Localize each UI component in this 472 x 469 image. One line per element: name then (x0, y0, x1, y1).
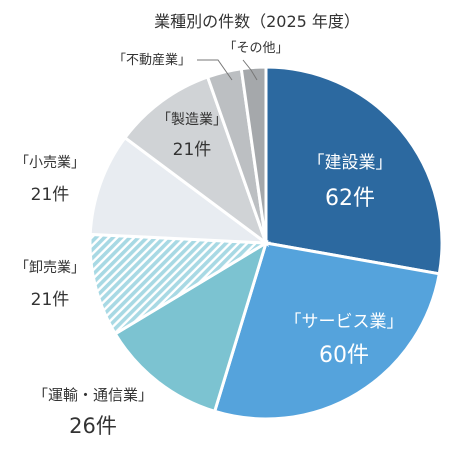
leader-line (242, 59, 258, 81)
slice-label: 「運輸・通信業」 (33, 386, 153, 404)
slice-label: 「不動産業」 (113, 52, 191, 68)
slice-label: 「卸売業」 (15, 260, 85, 276)
slice-value-label: 21件 (31, 185, 70, 205)
pie-slice (113, 239, 269, 414)
chart-title: 業種別の件数（2025 年度） (154, 12, 360, 31)
leader-line (197, 59, 233, 81)
slice-label: 「その他」 (223, 41, 288, 56)
slice-label: 「小売業」 (15, 155, 85, 171)
pie-slice (122, 75, 270, 248)
pie-slice (88, 232, 271, 336)
slice-value-label: 21件 (31, 290, 70, 310)
slice-label: 「建設業」 (308, 153, 393, 173)
leader-lines (197, 59, 258, 81)
pie-slice (264, 65, 444, 276)
slice-labels: 「建設業」62件「サービス業」60件「運輸・通信業」26件「卸売業」21件「小売… (15, 41, 404, 438)
pie-slices (88, 65, 444, 421)
slice-label: 「サービス業」 (285, 312, 404, 332)
slice-value-label: 21件 (173, 140, 212, 160)
pie-slice (88, 135, 271, 245)
slice-value-label: 26件 (69, 414, 117, 438)
slice-value-label: 62件 (325, 186, 375, 211)
slice-value-label: 60件 (319, 343, 369, 368)
pie-slice (239, 65, 268, 244)
slice-label: 「製造業」 (157, 112, 227, 128)
pie-slice (212, 241, 442, 421)
